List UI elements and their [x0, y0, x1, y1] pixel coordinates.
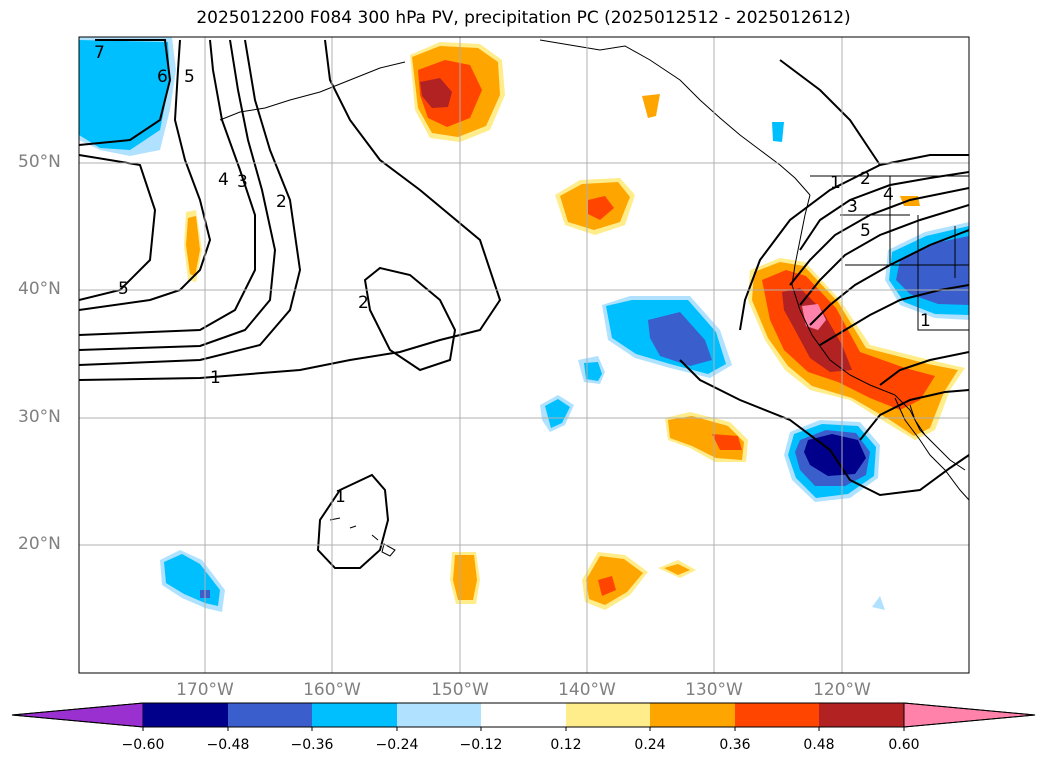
colorbar-segment	[397, 703, 481, 727]
pv-contour	[79, 39, 302, 366]
pv-contour	[79, 39, 277, 351]
pv-contour	[799, 204, 969, 306]
state-borders	[810, 175, 969, 331]
lon-label-160w: 160°W	[303, 680, 361, 700]
precip-shading	[79, 37, 969, 612]
precip-positive-area	[420, 78, 452, 108]
pv-contour	[859, 389, 969, 441]
colorbar-tick-label: −0.36	[290, 737, 334, 753]
pv-contour	[79, 154, 157, 301]
graticule	[79, 37, 969, 673]
pv-contours	[79, 39, 969, 569]
precip-positive-area	[186, 216, 200, 276]
pv-contour	[79, 39, 256, 336]
colorbar-tick-label: −0.48	[206, 737, 250, 753]
lat-label-20n: 20°N	[18, 534, 61, 554]
contour-label: 5	[860, 221, 871, 241]
colorbar	[11, 702, 1036, 731]
precip-negative-area	[648, 312, 712, 366]
contour-label: 5	[184, 67, 195, 87]
contour-label: 2	[276, 192, 287, 212]
pv-contour	[79, 39, 502, 381]
precip-negative-area	[79, 40, 170, 150]
lat-label-50n: 50°N	[18, 152, 61, 172]
colorbar-segment	[312, 703, 397, 727]
contour-label: 1	[830, 173, 841, 193]
map-title: 2025012200 F084 300 hPa PV, precipitatio…	[196, 8, 851, 28]
colorbar-tick-label: 0.48	[803, 737, 835, 753]
north-america-coast	[791, 194, 966, 471]
contour-labels: 7 6 5 4 3 2 5 2 1 1 1 2 3 4 5 1	[94, 43, 931, 507]
colorbar-segment	[143, 703, 228, 727]
contour-label: 6	[157, 67, 168, 87]
contour-label: 7	[94, 43, 105, 63]
precip-negative-area	[804, 434, 866, 476]
precip-positive-area	[586, 556, 643, 605]
precip-negative-area	[772, 122, 784, 142]
alaska-coast	[219, 39, 811, 196]
colorbar-segment	[735, 703, 819, 727]
hawaii-islands	[329, 517, 396, 557]
lat-label-40n: 40°N	[18, 279, 61, 299]
pv-contour	[363, 266, 457, 372]
pv-contour	[789, 187, 969, 286]
colorbar-segment	[566, 703, 650, 727]
precip-positive-area	[802, 304, 826, 330]
precip-positive-area	[453, 555, 477, 600]
contour-label: 3	[237, 172, 248, 192]
lon-label-130w: 130°W	[685, 680, 743, 700]
precip-positive-area	[642, 94, 660, 118]
pv-contour	[819, 284, 969, 346]
colorbar-tick-label: −0.24	[375, 737, 419, 753]
contour-label: 2	[358, 293, 369, 313]
precip-positive-area	[588, 196, 614, 220]
colorbar-tick-label: 0.12	[550, 737, 582, 753]
lon-label-120w: 120°W	[813, 680, 871, 700]
contour-label: 4	[218, 170, 229, 190]
colorbar-segment	[481, 703, 566, 727]
precip-negative-area	[584, 362, 602, 381]
precip-negative-area	[545, 399, 570, 428]
precip-positive-area	[712, 434, 742, 450]
contour-label: 1	[335, 487, 346, 507]
lat-label-30n: 30°N	[18, 407, 61, 427]
contour-label: 4	[883, 185, 894, 205]
colorbar-tick-label: 0.60	[888, 737, 920, 753]
pv-contour	[799, 171, 969, 251]
baja-coast	[894, 397, 969, 501]
pv-contour	[79, 39, 172, 146]
precip-positive-area	[664, 564, 690, 575]
colorbar-tick-label: −0.12	[459, 737, 503, 753]
pv-contour	[679, 359, 969, 497]
colorbar-tick-label: 0.24	[634, 737, 666, 753]
colorbar-tick-label: −0.60	[121, 737, 165, 753]
colorbar-extend-high	[903, 702, 1036, 728]
contour-label: 2	[860, 169, 871, 189]
colorbar-segment	[819, 703, 904, 727]
colorbar-segment	[228, 703, 312, 727]
pv-contour	[316, 473, 390, 569]
contour-label: 5	[118, 279, 129, 299]
pv-contour	[779, 59, 881, 166]
coastlines	[219, 39, 969, 557]
contour-label: 1	[210, 368, 221, 388]
pv-contour	[879, 351, 969, 386]
pv-contour	[739, 154, 969, 331]
lon-label-140w: 140°W	[558, 680, 616, 700]
colorbar-segment	[650, 703, 735, 727]
colorbar-tick-label: 0.36	[719, 737, 751, 753]
plot-area: 7 6 5 4 3 2 5 2 1 1 1 2 3 4 5 1	[79, 37, 969, 673]
contour-label: 1	[920, 311, 931, 331]
pv-contour	[809, 229, 969, 326]
precip-positive-area	[598, 576, 616, 596]
contour-label: 3	[847, 197, 858, 217]
plot-frame	[78, 36, 970, 674]
precip-negative-area	[872, 596, 885, 610]
colorbar-extend-low	[11, 702, 144, 728]
lon-label-170w: 170°W	[176, 680, 234, 700]
lon-label-150w: 150°W	[431, 680, 489, 700]
